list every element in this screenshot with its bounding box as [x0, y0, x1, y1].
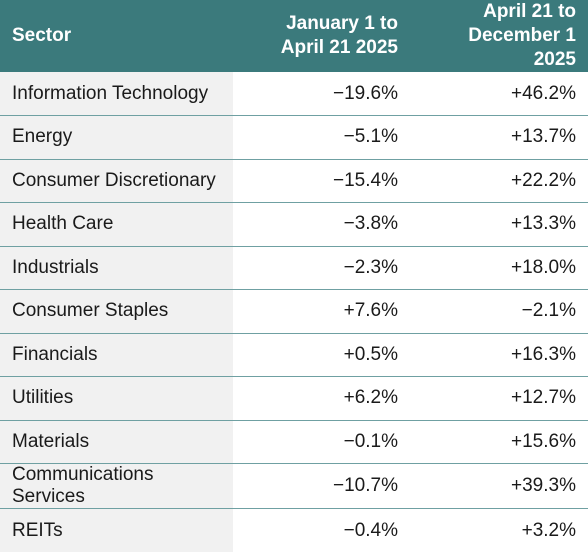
header-period-2-line-2: December 1 2025: [468, 25, 576, 70]
period-2-value: +13.3%: [410, 202, 588, 247]
table-row: Communications Services −10.7% +39.3%: [0, 463, 588, 509]
header-period-2-line-1: April 21 to: [483, 1, 576, 22]
header-period-2: April 21 to December 1 2025: [410, 0, 588, 72]
sector-cell: Communications Services: [0, 463, 233, 509]
table-row: Industrials −2.3% +18.0%: [0, 246, 588, 290]
table-row: Energy −5.1% +13.7%: [0, 115, 588, 160]
period-1-value: −15.4%: [233, 159, 410, 203]
header-period-1-line-1: January 1 to: [286, 13, 398, 34]
period-1-value: +7.6%: [233, 289, 410, 334]
period-2-value: +13.7%: [410, 115, 588, 160]
table-row: Utilities +6.2% +12.7%: [0, 376, 588, 421]
header-row: Sector January 1 to April 21 2025 April …: [0, 0, 588, 72]
period-1-value: −5.1%: [233, 115, 410, 160]
table-row: Financials +0.5% +16.3%: [0, 333, 588, 377]
table-row: Consumer Discretionary −15.4% +22.2%: [0, 159, 588, 203]
table-row: Consumer Staples +7.6% −2.1%: [0, 289, 588, 334]
table-row: REITs −0.4% +3.2%: [0, 508, 588, 552]
sector-cell: Utilities: [0, 376, 233, 421]
table-row: Health Care −3.8% +13.3%: [0, 202, 588, 247]
period-2-value: +18.0%: [410, 246, 588, 290]
period-2-value: +16.3%: [410, 333, 588, 377]
period-1-value: −0.1%: [233, 420, 410, 464]
table-body: Information Technology −19.6% +46.2% Ene…: [0, 72, 588, 552]
sector-cell: Consumer Staples: [0, 289, 233, 334]
period-2-value: +22.2%: [410, 159, 588, 203]
period-1-value: +6.2%: [233, 376, 410, 421]
sector-cell: Information Technology: [0, 72, 233, 116]
period-2-value: −2.1%: [410, 289, 588, 334]
period-1-value: −3.8%: [233, 202, 410, 247]
period-1-value: −2.3%: [233, 246, 410, 290]
sector-cell: Financials: [0, 333, 233, 377]
period-1-value: −19.6%: [233, 72, 410, 116]
sector-cell: Consumer Discretionary: [0, 159, 233, 203]
table-header: Sector January 1 to April 21 2025 April …: [0, 0, 588, 72]
header-period-1: January 1 to April 21 2025: [233, 0, 410, 72]
header-period-1-line-2: April 21 2025: [280, 37, 398, 58]
period-1-value: −0.4%: [233, 508, 410, 552]
sector-cell: REITs: [0, 508, 233, 552]
period-1-value: +0.5%: [233, 333, 410, 377]
period-1-value: −10.7%: [233, 463, 410, 509]
sector-cell: Health Care: [0, 202, 233, 247]
header-sector: Sector: [0, 0, 233, 72]
period-2-value: +12.7%: [410, 376, 588, 421]
table-row: Information Technology −19.6% +46.2%: [0, 72, 588, 116]
sector-cell: Materials: [0, 420, 233, 464]
sector-cell: Energy: [0, 115, 233, 160]
period-2-value: +3.2%: [410, 508, 588, 552]
period-2-value: +39.3%: [410, 463, 588, 509]
period-2-value: +15.6%: [410, 420, 588, 464]
table-row: Materials −0.1% +15.6%: [0, 420, 588, 464]
period-2-value: +46.2%: [410, 72, 588, 116]
sector-cell: Industrials: [0, 246, 233, 290]
